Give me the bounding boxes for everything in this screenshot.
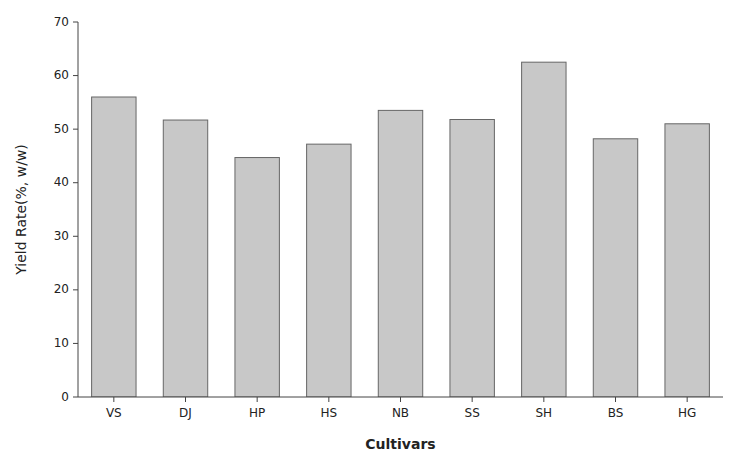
bar xyxy=(522,62,566,397)
y-tick-label: 10 xyxy=(54,336,69,350)
y-tick xyxy=(73,22,78,23)
x-tick-label: SS xyxy=(465,406,480,420)
x-tick-label: HP xyxy=(249,406,265,420)
y-tick xyxy=(73,343,78,344)
x-tick xyxy=(328,397,329,402)
x-tick xyxy=(472,397,473,402)
y-tick xyxy=(73,397,78,398)
y-tick-label: 40 xyxy=(54,175,69,189)
x-tick xyxy=(257,397,258,402)
x-tick-label: SH xyxy=(536,406,553,420)
y-tick-label: 60 xyxy=(54,68,69,82)
bar xyxy=(92,97,136,397)
axes: 0 10 20 30 40 50 60 70 VS DJ HP HS NB SS SH BS HG xyxy=(54,15,723,421)
bar xyxy=(450,120,494,398)
x-axis-label: Cultivars xyxy=(365,436,435,452)
y-tick-label: 70 xyxy=(54,15,69,29)
x-tick xyxy=(687,397,688,402)
x-tick-label: DJ xyxy=(179,406,192,420)
x-tick-label: NB xyxy=(392,406,409,420)
x-tick-label: HS xyxy=(321,406,338,420)
chart-container: 0 10 20 30 40 50 60 70 VS DJ HP HS NB SS SH BS HG Cultiva… xyxy=(0,0,745,463)
bar xyxy=(307,144,351,397)
bars xyxy=(92,62,710,397)
bar xyxy=(665,124,709,397)
bar xyxy=(378,110,422,397)
x-tick xyxy=(113,397,114,402)
y-tick xyxy=(73,129,78,130)
y-tick xyxy=(73,236,78,237)
x-tick xyxy=(615,397,616,402)
x-tick-label: VS xyxy=(106,406,122,420)
x-tick xyxy=(185,397,186,402)
y-tick-label: 30 xyxy=(54,229,69,243)
y-tick-label: 20 xyxy=(54,282,69,296)
y-axis-label: Yield Rate(%, w/w) xyxy=(13,144,29,276)
x-tick-label: HG xyxy=(678,406,696,420)
bar xyxy=(593,139,637,397)
y-tick xyxy=(73,289,78,290)
y-tick xyxy=(73,182,78,183)
bar xyxy=(235,158,279,397)
bar xyxy=(163,120,207,397)
y-axis-line xyxy=(78,22,79,397)
y-tick-label: 0 xyxy=(61,390,69,404)
chart: 0 10 20 30 40 50 60 70 VS DJ HP HS NB SS SH BS HG Cultiva… xyxy=(0,0,745,463)
y-tick-label: 50 xyxy=(54,122,69,136)
y-tick xyxy=(73,75,78,76)
x-tick xyxy=(400,397,401,402)
x-tick-label: BS xyxy=(608,406,624,420)
x-tick xyxy=(543,397,544,402)
